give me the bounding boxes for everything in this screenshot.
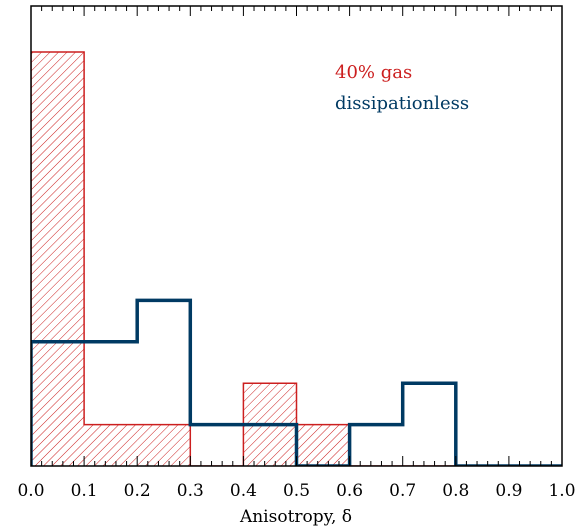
x-tick-label: 0.4 [230,481,257,501]
x-axis-ticks [30,6,563,466]
x-tick-label: 0.1 [71,481,98,501]
gas-bar [31,52,85,466]
legend-entry-dissipationless: dissipationless [335,93,469,114]
x-tick-label: 0.6 [336,481,363,501]
x-tick-label: 1.0 [548,481,575,501]
gas-bar [296,424,350,466]
series-line-layer [31,51,562,466]
gas-hatch-layer [31,52,350,466]
x-tick-label: 0.8 [442,481,469,501]
x-tick-label: 0.5 [283,481,310,501]
legend-entry-gas: 40% gas [335,62,412,83]
x-tick-label: 0.7 [389,481,416,501]
x-axis-tick-labels: 0.0 0.1 0.2 0.3 0.4 0.5 0.6 0.7 0.8 0.9 1.0 [17,481,575,501]
x-tick-label: 0.2 [124,481,151,501]
x-tick-label: 0.9 [495,481,522,501]
x-tick-label: 0.3 [177,481,204,501]
gas-bar [84,424,138,466]
x-axis-label: Anisotropy, δ [239,507,352,527]
dissipationless-outline [31,298,562,466]
gas-bar [137,424,191,466]
x-tick-label: 0.0 [17,481,44,501]
gas-outline [31,51,562,466]
